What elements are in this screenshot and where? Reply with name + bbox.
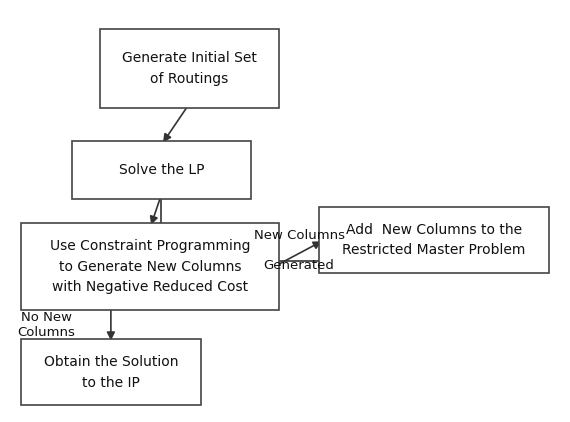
Text: No New
Columns: No New Columns bbox=[17, 311, 75, 339]
FancyBboxPatch shape bbox=[319, 207, 549, 273]
FancyBboxPatch shape bbox=[21, 339, 201, 406]
Text: Generate Initial Set
of Routings: Generate Initial Set of Routings bbox=[122, 51, 257, 86]
FancyBboxPatch shape bbox=[72, 141, 251, 199]
Text: Add  New Columns to the
Restricted Master Problem: Add New Columns to the Restricted Master… bbox=[342, 223, 526, 257]
Text: Use Constraint Programming
to Generate New Columns
with Negative Reduced Cost: Use Constraint Programming to Generate N… bbox=[50, 239, 250, 295]
FancyBboxPatch shape bbox=[21, 223, 279, 310]
Text: Solve the LP: Solve the LP bbox=[119, 162, 204, 177]
Text: Obtain the Solution
to the IP: Obtain the Solution to the IP bbox=[44, 355, 178, 390]
Text: New Columns

Generated: New Columns Generated bbox=[254, 229, 344, 272]
FancyBboxPatch shape bbox=[100, 29, 279, 108]
